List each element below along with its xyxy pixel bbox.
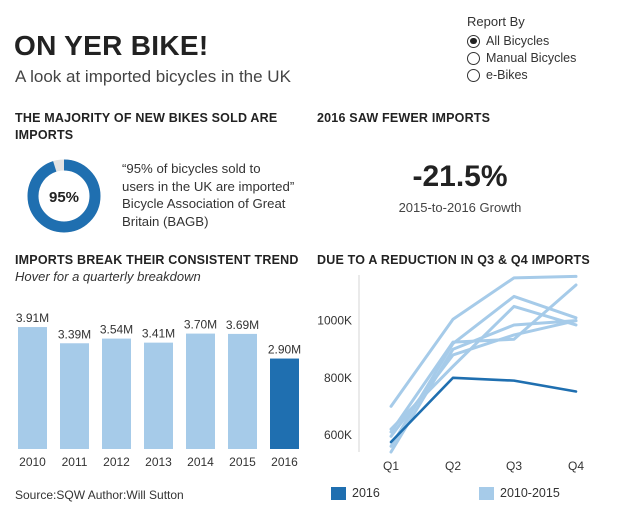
x-tick-label: 2010 bbox=[19, 455, 46, 469]
x-tick-label: 2015 bbox=[229, 455, 256, 469]
growth-value: -21.5% bbox=[412, 160, 508, 193]
bar-2012[interactable] bbox=[102, 338, 131, 449]
bar-2013[interactable] bbox=[144, 342, 173, 449]
legend-swatch bbox=[331, 486, 346, 500]
donut-label: 95% bbox=[49, 189, 79, 206]
legend-item-2010-2015[interactable]: 2010-2015 bbox=[479, 486, 560, 500]
bar-value-label: 3.54M bbox=[100, 323, 133, 337]
dashboard-title: ON YER BIKE! bbox=[14, 30, 209, 61]
y-tick-label: 600K bbox=[324, 428, 352, 442]
bar-value-label: 3.39M bbox=[58, 327, 91, 341]
radio-unselected-icon[interactable] bbox=[467, 51, 480, 65]
series-line-2010-2015[interactable] bbox=[389, 274, 578, 408]
radio-unselected-icon[interactable] bbox=[467, 68, 480, 82]
x-tick-label: Q3 bbox=[506, 459, 522, 473]
bagb-quote: “95% of bicycles sold to users in the UK… bbox=[122, 161, 295, 229]
quarter-section-title: DUE TO A REDUCTION IN Q3 & Q4 IMPORTS bbox=[317, 253, 590, 267]
bar-2014[interactable] bbox=[186, 333, 215, 449]
legend-label: 2016 bbox=[352, 486, 380, 500]
legend-item-2016[interactable]: 2016 bbox=[331, 486, 380, 500]
bar-2015[interactable] bbox=[228, 333, 257, 449]
hover-note: Hover for a quarterly breakdown bbox=[15, 269, 201, 284]
x-tick-label: 2011 bbox=[62, 455, 88, 469]
report-by-label: Report By bbox=[467, 14, 525, 29]
series-line-2010-2015[interactable] bbox=[389, 319, 578, 438]
source-credit: Source:SQW Author:Will Sutton bbox=[15, 488, 184, 502]
quarterly-imports-line-chart[interactable]: 600K 800K 1000K Q1 Q2 Q3 Q4 bbox=[305, 272, 605, 477]
x-tick-label: 2014 bbox=[187, 455, 214, 469]
y-tick-label: 800K bbox=[324, 371, 352, 385]
x-tick-label: Q4 bbox=[568, 459, 584, 473]
majority-section-title: THE MAJORITY OF NEW BIKES SOLD ARE IMPOR… bbox=[15, 111, 278, 142]
bar-value-label: 3.41M bbox=[142, 327, 175, 341]
legend-swatch bbox=[479, 486, 494, 500]
x-tick-label: 2013 bbox=[145, 455, 172, 469]
series-line-2010-2015[interactable] bbox=[389, 294, 578, 448]
bar-value-label: 3.70M bbox=[184, 318, 217, 332]
legend-label: 2010-2015 bbox=[500, 486, 560, 500]
x-tick-label: Q2 bbox=[445, 459, 461, 473]
series-line-2016[interactable] bbox=[389, 376, 578, 444]
donut-fill bbox=[27, 159, 101, 233]
trend-section-title: IMPORTS BREAK THEIR CONSISTENT TREND bbox=[15, 253, 299, 267]
y-tick-label: 1000K bbox=[317, 314, 352, 328]
bar-value-label: 3.69M bbox=[226, 318, 259, 332]
radio-e-bikes[interactable]: e-Bikes bbox=[467, 68, 528, 82]
bar-2011[interactable] bbox=[60, 343, 89, 449]
radio-selected-icon[interactable] bbox=[467, 34, 480, 48]
radio-manual-bicycles[interactable]: Manual Bicycles bbox=[467, 51, 576, 65]
bar-2010[interactable] bbox=[18, 327, 47, 449]
fewer-imports-title: 2016 SAW FEWER IMPORTS bbox=[317, 111, 491, 125]
radio-label: All Bicycles bbox=[486, 34, 550, 48]
bar-value-label: 2.90M bbox=[268, 343, 301, 357]
import-share-donut[interactable]: 95% bbox=[25, 157, 103, 235]
radio-label: Manual Bicycles bbox=[486, 51, 577, 65]
annual-imports-bar-chart[interactable]: 3.91M 2010 3.39M 2011 3.54M 2012 3.41M 2013 3.70… bbox=[0, 290, 310, 475]
x-tick-label: Q1 bbox=[383, 459, 399, 473]
x-tick-label: 2012 bbox=[103, 455, 130, 469]
dashboard-subtitle: A look at imported bicycles in the UK bbox=[15, 67, 291, 86]
x-tick-label: 2016 bbox=[271, 455, 298, 469]
growth-caption: 2015-to-2016 Growth bbox=[398, 200, 522, 215]
bar-value-label: 3.91M bbox=[16, 311, 49, 325]
series-line-2010-2015[interactable] bbox=[389, 283, 578, 434]
radio-label: e-Bikes bbox=[486, 68, 528, 82]
bar-2016[interactable] bbox=[270, 358, 299, 449]
radio-all-bicycles[interactable]: All Bicycles bbox=[467, 34, 549, 48]
